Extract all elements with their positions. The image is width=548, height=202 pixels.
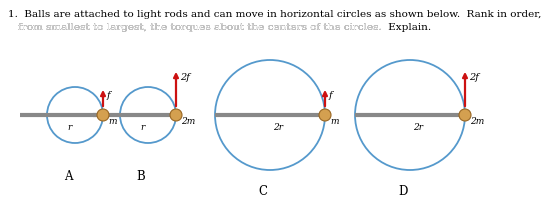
Circle shape	[459, 109, 471, 121]
Text: B: B	[136, 170, 145, 183]
Text: 1.  Balls are attached to light rods and can move in horizontal circles as shown: 1. Balls are attached to light rods and …	[8, 10, 541, 19]
Text: from smallest to largest, the torques about the centers of the circles.: from smallest to largest, the torques ab…	[18, 23, 388, 32]
Text: 2m: 2m	[470, 117, 484, 126]
Text: f: f	[107, 91, 111, 100]
Text: 2f: 2f	[469, 73, 479, 82]
Text: A: A	[64, 170, 72, 183]
Text: C: C	[259, 185, 267, 198]
Text: 2f: 2f	[180, 73, 190, 82]
Text: f: f	[329, 91, 333, 100]
Text: D: D	[398, 185, 408, 198]
Text: m: m	[108, 117, 117, 126]
Text: 2r: 2r	[413, 123, 423, 132]
Circle shape	[319, 109, 331, 121]
Text: 2m: 2m	[181, 117, 195, 126]
Circle shape	[170, 109, 182, 121]
Circle shape	[97, 109, 109, 121]
Text: from smallest to largest, the torques about the centers of the circles.  Explain: from smallest to largest, the torques ab…	[18, 23, 431, 32]
Text: r: r	[140, 123, 145, 132]
Text: 2r: 2r	[273, 123, 283, 132]
Text: m: m	[330, 117, 339, 126]
Text: r: r	[67, 123, 72, 132]
